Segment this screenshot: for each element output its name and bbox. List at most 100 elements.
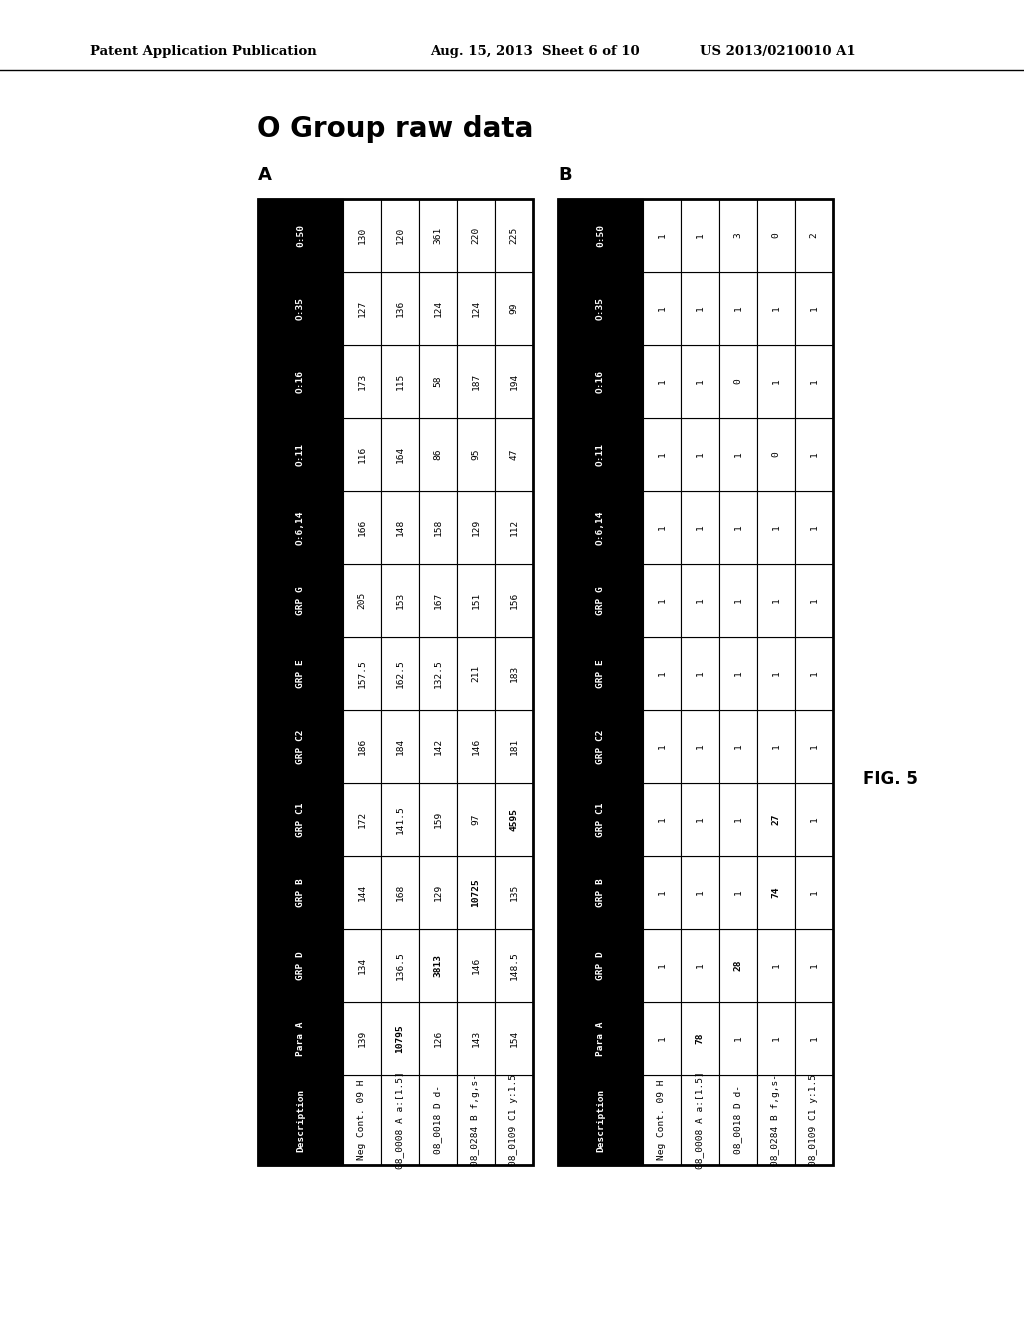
Bar [419,199,457,272]
Text: 159: 159 [433,810,442,828]
Bar [258,638,343,710]
Bar [381,1002,419,1074]
Text: 157.5: 157.5 [357,659,367,688]
Text: 78: 78 [695,1032,705,1044]
Bar [558,199,833,1166]
Bar [558,1002,643,1074]
Text: 1: 1 [695,524,705,531]
Text: 1: 1 [695,306,705,312]
Text: 136: 136 [395,300,404,317]
Text: 0: 0 [771,232,780,239]
Text: Description: Description [596,1089,605,1151]
Bar [558,491,643,564]
Text: 115: 115 [395,372,404,391]
Bar [343,855,381,929]
Text: 86: 86 [433,449,442,461]
Bar [457,272,495,345]
Bar [558,710,643,783]
Text: 120: 120 [395,227,404,244]
Bar [258,783,343,855]
Text: 47: 47 [510,449,518,461]
Text: 1: 1 [771,671,780,676]
Text: 3813: 3813 [433,954,442,977]
Text: 0:50: 0:50 [596,224,605,247]
Bar [643,564,681,638]
Bar [681,345,719,418]
Text: 1: 1 [695,817,705,822]
Text: 143: 143 [471,1030,480,1047]
Bar [719,783,757,855]
Text: 1: 1 [810,817,818,822]
Bar [258,272,343,345]
Text: 129: 129 [471,519,480,536]
Text: 27: 27 [771,813,780,825]
Bar [757,1002,795,1074]
Bar [795,855,833,929]
Bar [343,272,381,345]
Text: 1: 1 [657,1036,667,1041]
Bar [558,1074,643,1166]
Text: 134: 134 [357,957,367,974]
Text: 183: 183 [510,665,518,682]
Bar [795,1002,833,1074]
Text: 1: 1 [771,306,780,312]
Text: 1: 1 [733,671,742,676]
Bar [681,638,719,710]
Text: 95: 95 [471,449,480,461]
Bar [757,564,795,638]
Bar [757,710,795,783]
Text: Patent Application Publication: Patent Application Publication [90,45,316,58]
Text: 1: 1 [657,524,667,531]
Text: 126: 126 [433,1030,442,1047]
Bar [419,710,457,783]
Text: Aug. 15, 2013  Sheet 6 of 10: Aug. 15, 2013 Sheet 6 of 10 [430,45,640,58]
Text: 148.5: 148.5 [510,952,518,979]
Text: 1: 1 [657,743,667,750]
Text: 1: 1 [733,890,742,895]
Bar [381,783,419,855]
Bar [419,783,457,855]
Text: 1: 1 [695,743,705,750]
Text: 2: 2 [810,232,818,239]
Bar [419,855,457,929]
Text: GRP B: GRP B [296,878,305,907]
Text: 164: 164 [395,446,404,463]
Bar [681,929,719,1002]
Bar [495,491,534,564]
Text: GRP E: GRP E [596,659,605,688]
Bar [258,1002,343,1074]
Bar [643,638,681,710]
Bar [495,855,534,929]
Bar [719,855,757,929]
Text: 0: 0 [733,379,742,384]
Text: O:16: O:16 [596,370,605,393]
Text: 1: 1 [657,306,667,312]
Bar [681,783,719,855]
Text: 97: 97 [471,813,480,825]
Bar [757,638,795,710]
Bar [343,1074,381,1166]
Text: 1: 1 [695,671,705,676]
Bar [495,1002,534,1074]
Text: 1: 1 [771,379,780,384]
Bar [457,199,495,272]
Text: 181: 181 [510,738,518,755]
Text: 1: 1 [810,962,818,969]
Bar [681,855,719,929]
Text: 1: 1 [733,743,742,750]
Bar [795,783,833,855]
Bar [381,564,419,638]
Text: 225: 225 [510,227,518,244]
Text: 167: 167 [433,591,442,609]
Bar [757,855,795,929]
Bar [558,418,643,491]
Text: 116: 116 [357,446,367,463]
Bar [719,710,757,783]
Bar [643,272,681,345]
Bar [719,638,757,710]
Text: O:6,14: O:6,14 [296,511,305,545]
Text: 10795: 10795 [395,1024,404,1053]
Text: 1: 1 [733,524,742,531]
Bar [795,272,833,345]
Text: 1: 1 [771,598,780,603]
